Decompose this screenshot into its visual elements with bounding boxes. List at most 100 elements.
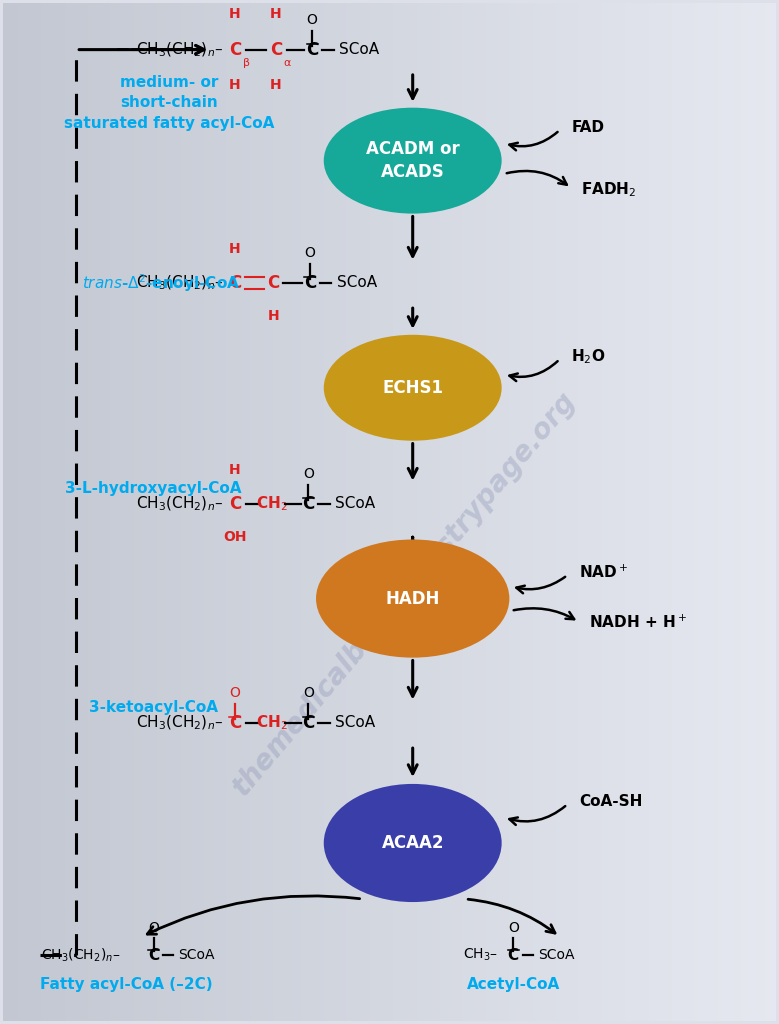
Bar [41, 3, 45, 1021]
Bar [769, 3, 772, 1021]
Bar [753, 3, 757, 1021]
Bar [96, 3, 100, 1021]
Bar [679, 3, 683, 1021]
Bar [425, 3, 428, 1021]
Bar [347, 3, 351, 1021]
Text: ACAA2: ACAA2 [382, 834, 444, 852]
Bar [498, 3, 502, 1021]
Bar [661, 3, 664, 1021]
Bar [227, 3, 231, 1021]
Bar [602, 3, 606, 1021]
Bar [587, 3, 590, 1021]
Bar [126, 3, 130, 1021]
Bar [320, 3, 324, 1021]
Bar [583, 3, 587, 1021]
Bar [521, 3, 525, 1021]
Bar [533, 3, 537, 1021]
Text: O: O [307, 13, 318, 28]
Bar [598, 3, 602, 1021]
Bar [664, 3, 668, 1021]
Bar [49, 3, 53, 1021]
Bar [150, 3, 153, 1021]
Bar [332, 3, 335, 1021]
Bar [749, 3, 753, 1021]
Bar [451, 3, 455, 1021]
Bar [80, 3, 84, 1021]
Text: H: H [229, 7, 241, 22]
Bar [382, 3, 386, 1021]
Bar [618, 3, 622, 1021]
Bar [293, 3, 297, 1021]
Bar [687, 3, 691, 1021]
Bar [308, 3, 312, 1021]
Bar [161, 3, 165, 1021]
Text: CH$_2$: CH$_2$ [256, 714, 287, 732]
Bar [746, 3, 749, 1021]
Bar [339, 3, 343, 1021]
Text: 3-L-hydroxyacyl-CoA: 3-L-hydroxyacyl-CoA [65, 480, 241, 496]
Bar [386, 3, 390, 1021]
Bar [571, 3, 575, 1021]
Text: ECHS1: ECHS1 [382, 379, 443, 396]
Bar [157, 3, 161, 1021]
Bar [177, 3, 181, 1021]
Bar [358, 3, 362, 1021]
Bar [69, 3, 72, 1021]
Text: C: C [229, 495, 241, 513]
Text: CH$_3$–: CH$_3$– [463, 947, 498, 964]
Bar [305, 3, 308, 1021]
Bar [273, 3, 277, 1021]
Bar [683, 3, 687, 1021]
Bar [691, 3, 695, 1021]
Bar [478, 3, 482, 1021]
Bar [231, 3, 234, 1021]
Bar [742, 3, 746, 1021]
Text: NADH + H$^+$: NADH + H$^+$ [589, 613, 687, 631]
Text: H$_2$O: H$_2$O [571, 347, 605, 366]
Text: β: β [242, 57, 249, 68]
Bar [142, 3, 146, 1021]
Bar [100, 3, 104, 1021]
Text: CH$_2$: CH$_2$ [256, 495, 287, 513]
Bar [653, 3, 657, 1021]
Text: CH$_3$(CH$_2$)$_n$–: CH$_3$(CH$_2$)$_n$– [136, 714, 224, 732]
Bar [471, 3, 474, 1021]
Bar [455, 3, 459, 1021]
Bar [22, 3, 26, 1021]
Bar [108, 3, 111, 1021]
Bar [277, 3, 281, 1021]
Bar [246, 3, 250, 1021]
Bar [88, 3, 92, 1021]
Text: C: C [229, 714, 241, 732]
Bar [726, 3, 730, 1021]
Bar [335, 3, 339, 1021]
Text: medium- or
short-chain
saturated fatty acyl-CoA: medium- or short-chain saturated fatty a… [64, 75, 274, 131]
Bar [312, 3, 316, 1021]
Bar [657, 3, 661, 1021]
Text: H: H [229, 464, 241, 477]
Bar [444, 3, 447, 1021]
Bar [262, 3, 266, 1021]
Text: SCoA: SCoA [337, 275, 377, 291]
Text: SCoA: SCoA [335, 497, 375, 511]
Bar [92, 3, 96, 1021]
Bar [405, 3, 409, 1021]
Bar [463, 3, 467, 1021]
Bar [181, 3, 185, 1021]
Text: O: O [303, 686, 314, 700]
Bar [130, 3, 134, 1021]
Text: Acetyl-CoA: Acetyl-CoA [467, 978, 560, 992]
Bar [559, 3, 563, 1021]
Text: CH$_3$(CH$_2$)$_n$–: CH$_3$(CH$_2$)$_n$– [136, 273, 224, 292]
Text: O: O [303, 467, 314, 481]
Bar [409, 3, 413, 1021]
Text: O: O [508, 921, 519, 935]
Bar [115, 3, 118, 1021]
Bar [374, 3, 378, 1021]
Bar [57, 3, 61, 1021]
Bar [529, 3, 533, 1021]
Bar [517, 3, 521, 1021]
Bar [169, 3, 173, 1021]
Bar [428, 3, 432, 1021]
Bar [707, 3, 710, 1021]
